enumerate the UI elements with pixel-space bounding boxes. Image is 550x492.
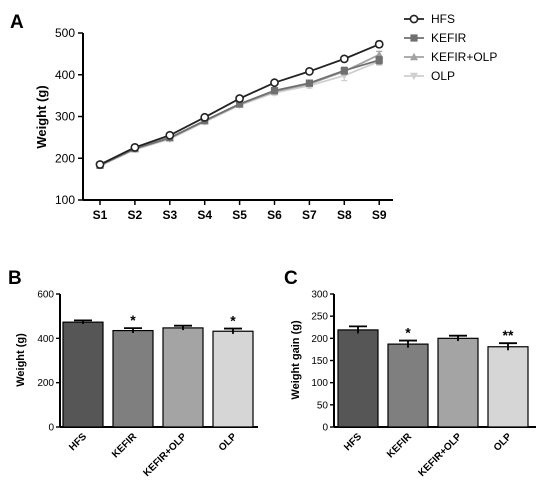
panel-a-data-point [236, 100, 244, 108]
panel-a-x-tick-label: S5 [232, 208, 247, 222]
panel-b-bar [212, 330, 254, 428]
panel-a-x-tick-label: S2 [128, 208, 143, 222]
panel-b-letter: B [8, 268, 22, 289]
panel-a-legend: HFS KEFIR KEFIR+OLP OLP [404, 12, 497, 83]
panel-c-y-tick-label: 200 [311, 334, 328, 345]
panel-a-data-point [374, 39, 384, 49]
panel-a-x-tick-label: S1 [93, 208, 108, 222]
panel-c-significance-mark: ** [503, 327, 514, 343]
panel-b-bar-group-kefir: * KEFIR [110, 312, 154, 461]
legend-item-olp: OLP [404, 69, 455, 83]
panel-b-bars: HFS * KEFIR KEFIR+OLP * OLP [62, 312, 254, 479]
panel-b: B Weight (g) 0 200 400 600 HFS * KEFIR KEFIR+O… [8, 268, 258, 479]
panel-a: A Weight (g) 100 200 300 400 500 S1 S2 S3 S4 S5 S6… [10, 12, 497, 222]
panel-b-category-label: HFS [67, 431, 89, 453]
panel-a-y-tick-label: 500 [55, 26, 75, 40]
panel-a-data-point [95, 160, 105, 169]
panel-b-category-label: KEFIR+OLP [141, 431, 189, 479]
panel-a-data-point [165, 130, 175, 140]
panel-a-data-point [340, 66, 348, 75]
panel-b-bar [162, 327, 204, 428]
panel-a-data-point [305, 79, 313, 87]
panel-a-series-line [99, 59, 380, 167]
panel-a-data-point [130, 142, 140, 152]
panel-c-category-label: OLP [492, 431, 515, 454]
legend-label: HFS [431, 12, 455, 26]
panel-a-x-tick-label: S9 [372, 208, 387, 222]
panel-c-letter: C [284, 268, 298, 289]
panel-b-bar [112, 329, 154, 428]
panel-c-y-tick-label: 0 [322, 423, 328, 434]
panel-a-data-point [270, 78, 279, 88]
panel-a-data-point [235, 94, 244, 103]
panel-b-y-tick-label: 600 [37, 290, 54, 301]
panel-c-significance-mark: * [405, 325, 411, 341]
panel-b-category-label: OLP [217, 431, 240, 454]
panel-b-bar-group-hfs: HFS [62, 319, 104, 453]
panel-a-series-olp [96, 57, 384, 170]
panel-b-y-tick-label: 200 [37, 378, 54, 389]
panel-c-bar [437, 337, 479, 428]
panel-b-significance-mark: * [230, 313, 236, 329]
panel-c-category-label: HFS [342, 431, 364, 453]
panel-b-category-label: KEFIR [110, 431, 140, 461]
panel-c-bar [337, 329, 379, 428]
legend-item-hfs: HFS [404, 12, 455, 26]
panel-a-y-tick-label: 300 [55, 110, 75, 124]
panel-b-y-tick-label: 400 [37, 334, 54, 345]
legend-label: KEFIR+OLP [431, 50, 497, 64]
panel-a-series-hfs [95, 39, 384, 169]
legend-item-kefir: KEFIR [404, 31, 467, 45]
panel-a-y-tick-label: 200 [55, 151, 75, 165]
panel-b-significance-mark: * [130, 312, 136, 328]
panel-a-data-point [200, 112, 210, 122]
panel-a-letter: A [10, 12, 24, 33]
legend-marker [410, 34, 418, 42]
panel-c-bars: HFS * KEFIR KEFIR+OLP ** OLP [337, 325, 529, 479]
panel-a-data-point [304, 67, 314, 76]
legend-marker [409, 14, 419, 24]
panel-c-bar [487, 346, 529, 428]
panel-b-y-tick-label: 0 [48, 423, 54, 434]
legend-label: OLP [431, 69, 455, 83]
panel-a-ylabel: Weight (g) [34, 85, 49, 148]
panel-c-bar-group-kefir: * KEFIR [385, 325, 429, 461]
panel-a-x-tick-label: S3 [162, 208, 177, 222]
panel-b-bar-group-olp: * OLP [212, 313, 254, 454]
panel-a-data-point [339, 54, 349, 64]
panel-a-y-tick-label: 100 [55, 193, 75, 207]
legend-item-kefir-olp: KEFIR+OLP [404, 50, 497, 64]
panel-c-y-tick-label: 300 [311, 290, 328, 301]
panel-c: C Weight gain (g) 0 50 100 150 200 250 300 HFS… [284, 268, 536, 479]
panel-a-data-point [375, 56, 383, 64]
legend-label: KEFIR [431, 31, 467, 45]
panel-c-y-tick-label: 250 [311, 312, 328, 323]
panel-a-series [95, 39, 384, 170]
panel-c-y-tick-label: 100 [311, 378, 328, 389]
panel-a-x-tick-label: S6 [267, 208, 282, 222]
panel-c-bar-group-olp: ** OLP [487, 327, 529, 454]
panel-c-category-label: KEFIR [385, 431, 415, 461]
panel-a-series-line [99, 60, 380, 167]
panel-a-axes: 100 200 300 400 500 S1 S2 S3 S4 S5 S6 S7 S8 S9 [55, 26, 393, 222]
panel-b-bar [62, 321, 104, 428]
panel-a-x-tick-label: S4 [197, 208, 212, 222]
panel-a-y-tick-label: 400 [55, 68, 75, 82]
panel-a-x-tick-label: S8 [337, 208, 352, 222]
panel-c-y-tick-label: 50 [317, 400, 329, 411]
legend-marker [410, 52, 418, 61]
panel-c-category-label: KEFIR+OLP [416, 431, 464, 479]
panel-c-bar-group-hfs: HFS [337, 325, 379, 453]
panel-a-series-line [99, 53, 380, 166]
panel-b-ylabel: Weight (g) [15, 333, 27, 387]
legend-marker [410, 72, 418, 81]
panel-a-x-tick-label: S7 [302, 208, 317, 222]
panel-c-y-tick-label: 150 [311, 356, 328, 367]
panel-c-ylabel: Weight gain (g) [290, 320, 302, 400]
panel-a-data-point [270, 87, 279, 95]
panel-c-bar [387, 343, 429, 428]
